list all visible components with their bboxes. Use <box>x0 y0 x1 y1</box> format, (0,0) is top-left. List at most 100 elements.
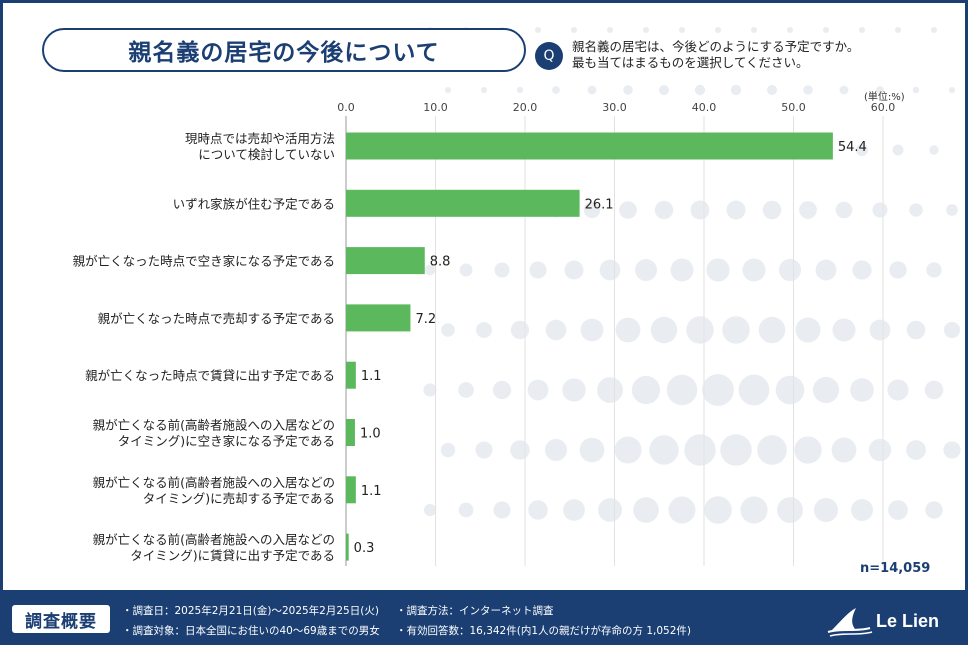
value-label: 8.8 <box>430 255 451 270</box>
page-border <box>0 0 968 593</box>
decorative-dot <box>535 27 541 33</box>
decorative-dot <box>643 27 649 33</box>
decorative-dot <box>909 203 923 217</box>
decorative-dot <box>832 318 856 342</box>
category-label: タイミング)に賃貸に出す予定である <box>130 548 335 563</box>
decorative-dot <box>668 496 696 524</box>
question-line-1: 親名義の居宅は、今後どのようにする予定ですか。 <box>572 39 860 54</box>
category-label: 親が亡くなる前(高齢者施設への入居などの <box>93 532 335 547</box>
decorative-dot <box>615 317 641 343</box>
decorative-dot <box>459 263 473 277</box>
decorative-dot <box>778 258 802 282</box>
unit-label: (単位:%) <box>864 92 905 103</box>
category-label: いずれ家族が住む予定である <box>173 196 335 211</box>
decorative-dot <box>766 84 778 96</box>
decorative-dot <box>887 379 909 401</box>
decorative-dot <box>851 499 873 521</box>
logo-text: Le Lien <box>876 611 940 631</box>
decorative-dot <box>823 27 829 33</box>
decorative-dot <box>634 258 658 282</box>
decorative-dot <box>850 378 874 402</box>
category-label: について検討していない <box>198 147 335 162</box>
decorative-dot <box>889 261 907 279</box>
decorative-dot <box>730 84 742 96</box>
decorative-dot <box>579 437 605 463</box>
decorative-dot <box>831 437 857 463</box>
decorative-dot <box>650 316 678 344</box>
decorative-dot <box>492 380 512 400</box>
decorative-dot <box>926 262 942 278</box>
decorative-dot <box>868 438 892 462</box>
bar-chart: 0.0 10.0 20.0 30.0 40.0 50.0 60.0 54.4 現時点では売却や活… <box>73 101 895 566</box>
decorative-dot <box>722 316 750 344</box>
decorative-dot <box>912 86 920 94</box>
footer-title: 調査概要 <box>12 605 110 633</box>
decorative-dot <box>423 383 437 397</box>
decorative-dot <box>670 258 694 282</box>
decorative-dot <box>869 319 891 341</box>
bar <box>346 533 349 561</box>
decorative-dot <box>852 260 872 280</box>
value-label: 7.2 <box>415 312 436 327</box>
decorative-dot <box>859 27 865 33</box>
decorative-dot <box>441 323 455 337</box>
decorative-dot <box>813 497 839 523</box>
decorative-dot <box>445 87 451 93</box>
page-title-pill: 親名義の居宅の今後について <box>42 28 526 72</box>
decorative-dot <box>835 201 853 219</box>
x-tick-label: 0.0 <box>337 101 355 114</box>
decorative-dot <box>787 27 793 33</box>
value-label: 1.0 <box>360 427 381 442</box>
decorative-dot <box>423 503 437 517</box>
footer-note-method: ・調査方法：インターネット調査 <box>396 605 554 617</box>
decorative-dot <box>794 436 822 464</box>
bar <box>346 476 356 504</box>
decorative-dot <box>815 259 837 281</box>
x-tick-label: 10.0 <box>423 101 448 114</box>
question-line-2: 最も当てはまるものを選択してください。 <box>572 55 809 70</box>
value-label: 1.1 <box>361 484 382 499</box>
decorative-dot <box>762 200 782 220</box>
decorative-dot <box>571 27 577 33</box>
decorative-dot <box>775 375 805 405</box>
decorative-dot <box>623 85 633 95</box>
decorative-dot <box>750 26 758 34</box>
decorative-dot <box>481 87 487 93</box>
decorative-dot <box>598 498 622 522</box>
decorative-dot <box>562 378 586 402</box>
bar <box>346 361 356 389</box>
decorative-dot <box>720 434 752 466</box>
decorative-dot <box>458 502 474 518</box>
category-label: 親が亡くなる前(高齢者施設への入居などの <box>93 418 335 433</box>
decorative-dot <box>929 145 939 155</box>
decorative-dot <box>587 85 597 95</box>
decorative-dot <box>931 27 937 33</box>
decorative-dot <box>476 322 492 338</box>
decorative-dot <box>649 435 679 465</box>
decorative-dot <box>742 258 766 282</box>
x-tick-label: 50.0 <box>781 101 806 114</box>
category-label: 親が亡くなった時点で空き家になる予定である <box>73 254 335 269</box>
decorative-dot <box>552 86 560 94</box>
decorative-dot <box>924 380 944 400</box>
category-label: 現時点では売却や活用方法 <box>185 131 335 146</box>
decorative-dot <box>946 204 958 216</box>
decorative-dot <box>888 500 908 520</box>
decorative-dot <box>876 86 884 94</box>
decorative-dot <box>607 27 613 33</box>
category-label: タイミング)に空き家になる予定である <box>118 434 335 449</box>
decorative-dot <box>799 201 817 219</box>
page-title: 親名義の居宅の今後について <box>128 40 440 66</box>
decorative-dot <box>458 382 474 398</box>
decorative-dot <box>694 84 706 96</box>
decorative-dot <box>545 319 567 341</box>
decorative-dot <box>666 374 698 406</box>
decorative-dot <box>529 261 547 279</box>
decorative-dot <box>424 264 436 276</box>
decorative-dot <box>943 321 961 339</box>
bar <box>346 419 355 446</box>
decorative-dot <box>475 441 493 459</box>
category-label: 親が亡くなった時点で売却する予定である <box>98 311 335 326</box>
decorative-dot <box>943 441 961 459</box>
